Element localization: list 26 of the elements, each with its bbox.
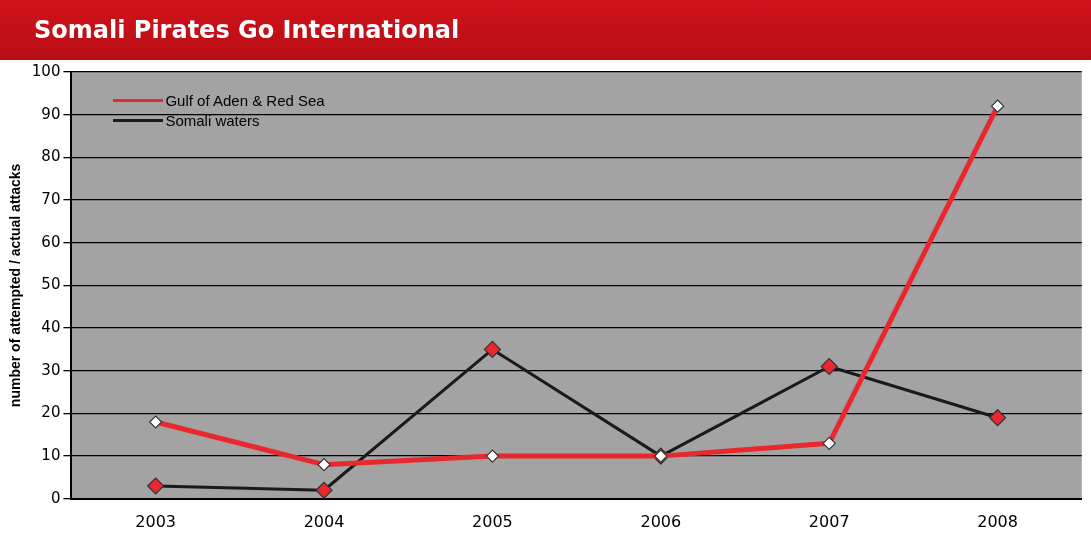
y-tick-label: 20 [41, 403, 61, 422]
y-tick-label: 80 [41, 147, 61, 166]
x-tick-label: 2008 [977, 511, 1018, 531]
legend-label: Somali waters [165, 111, 260, 129]
y-axis-title: number of attempted / actual attacks [7, 163, 24, 408]
x-tick-label: 2006 [640, 511, 682, 531]
point [820, 357, 838, 376]
point [315, 481, 333, 499]
y-tick-label: 90 [41, 104, 61, 123]
x-tick-label: 2004 [303, 511, 345, 531]
point [147, 477, 165, 495]
y-tick-label: 10 [41, 446, 61, 465]
y-tick-label: 60 [41, 232, 61, 251]
x-tick-label: 2005 [472, 511, 513, 531]
y-tick-label: 50 [41, 275, 61, 294]
legend-label: Gulf of Aden & Red Sea [165, 91, 325, 109]
y-tick-label: 30 [41, 360, 61, 379]
y-tick-label: 40 [41, 317, 61, 336]
y-tick-label: 0 [50, 488, 61, 507]
x-tick-label: 2003 [135, 511, 176, 531]
y-tick-label: 100 [31, 61, 61, 80]
x-tick-label: 2007 [808, 511, 850, 531]
point [483, 340, 502, 359]
chart-title: Somali Pirates Go International [0, 0, 1091, 60]
y-tick-label: 70 [41, 189, 61, 208]
point [989, 409, 1007, 427]
